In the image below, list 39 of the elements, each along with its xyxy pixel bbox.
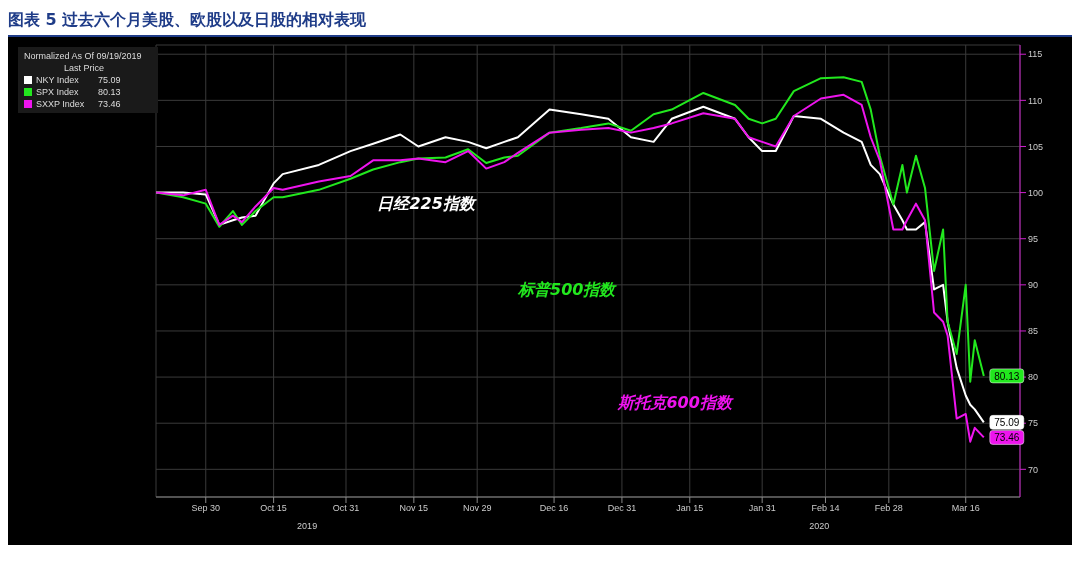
annotation: 标普500指数 <box>518 280 616 302</box>
text: Last Price <box>63 62 106 74</box>
x-tick-label: Nov 15 <box>399 503 429 514</box>
y-tick-label: 80 <box>1028 372 1039 383</box>
x-tick-label: Nov 29 <box>462 503 492 514</box>
text: 2019 <box>297 521 318 531</box>
chart-title: 图表 5 过去六个月美股、欧股以及日股的相对表现 <box>8 8 1072 37</box>
text: 80.13 <box>98 87 121 97</box>
y-tick-label: 85 <box>1028 326 1039 337</box>
legend-label: SXXP Index <box>36 98 86 110</box>
annotation: 日经225指数 <box>377 194 475 216</box>
text: 2020 <box>809 521 830 531</box>
text: 75.09 <box>98 75 121 85</box>
data-label: 75.09 <box>994 417 1020 429</box>
data-label: 80.13 <box>994 370 1020 382</box>
x-tick-label: Mar 16 <box>951 503 980 514</box>
data-label: 73.46 <box>994 432 1020 444</box>
x-tick-label: Jan 15 <box>676 503 704 514</box>
y-tick-label: 110 <box>1028 95 1043 106</box>
y-tick-label: 115 <box>1028 49 1043 60</box>
x-tick-label: Jan 31 <box>748 503 776 514</box>
legend-title: Normalized As Of 09/19/2019 <box>24 50 143 62</box>
x-tick-label: Sep 30 <box>191 503 221 514</box>
x-tick-label: Feb 28 <box>874 503 903 514</box>
y-tick-label: 105 <box>1028 141 1044 152</box>
y-tick-label: 100 <box>1028 187 1044 198</box>
x-tick-label: Oct 31 <box>332 503 360 514</box>
y-tick-label: 75 <box>1028 418 1039 429</box>
x-tick-label: Feb 14 <box>811 503 840 514</box>
x-tick-label: Dec 31 <box>607 503 637 514</box>
x-tick-label: Dec 16 <box>539 503 569 514</box>
legend-label: NKY Index <box>36 74 80 86</box>
annotation: 斯托克600指数 <box>618 393 732 415</box>
x-tick-label: Oct 15 <box>260 503 287 514</box>
legend-label: SPX Index <box>36 86 80 98</box>
y-tick-label: 95 <box>1028 233 1039 244</box>
text: 73.46 <box>98 99 121 109</box>
y-tick-label: 70 <box>1028 464 1039 475</box>
y-tick-label: 90 <box>1028 280 1039 291</box>
